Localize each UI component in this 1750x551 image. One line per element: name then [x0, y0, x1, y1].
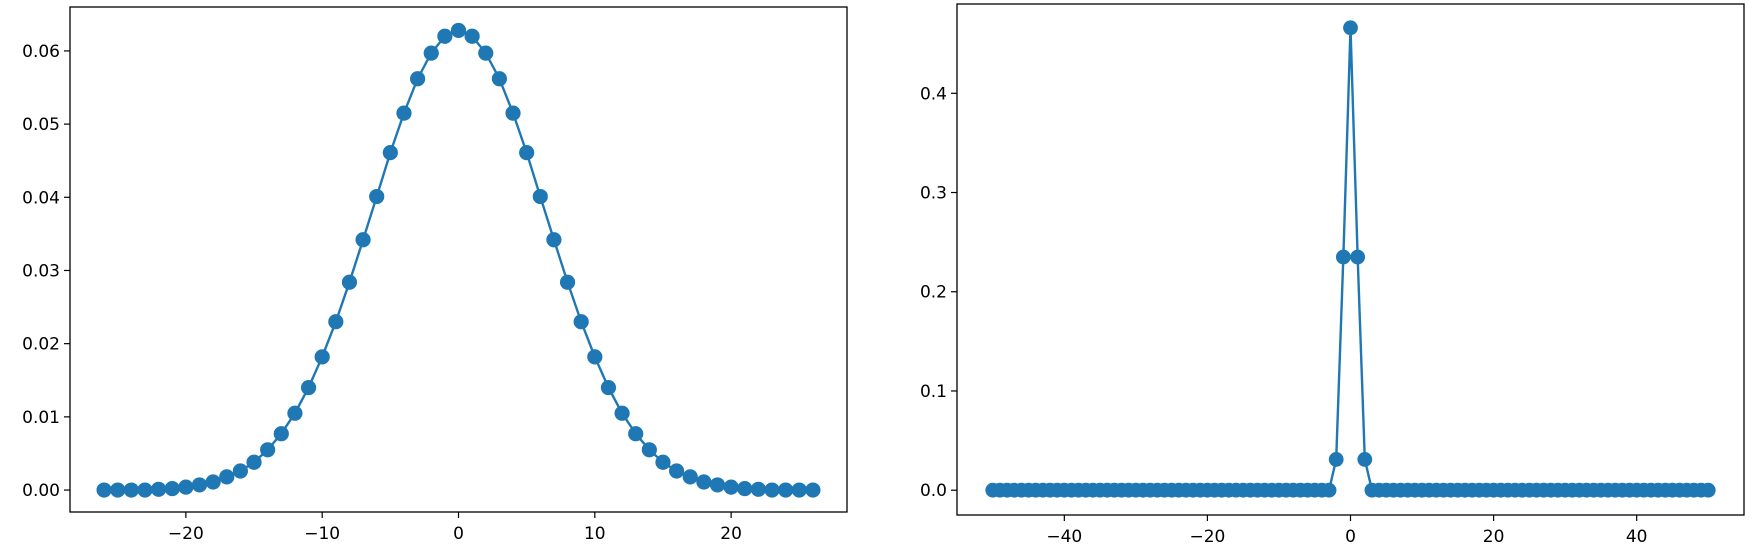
data-point: [205, 474, 221, 490]
data-point: [300, 379, 317, 396]
y-tick-label: 0.1: [920, 382, 947, 402]
data-point: [491, 71, 507, 87]
data-point: [287, 405, 303, 421]
data-point: [396, 105, 412, 121]
x-tick-label: −10: [304, 524, 340, 544]
data-point: [764, 482, 780, 498]
data-point: [382, 145, 398, 161]
data-point: [641, 442, 657, 458]
series-line: [992, 27, 1709, 492]
data-point: [628, 426, 644, 442]
y-tick-label: 0.00: [22, 481, 60, 501]
chart-left-gaussian: −20 −10 0 10 20 0.00 0.01 0.02 0.03 0.04 0.05 0.06: [22, 6, 848, 544]
data-point: [423, 45, 439, 61]
x-tick-label: 0: [1345, 527, 1356, 547]
data-point: [96, 482, 112, 498]
data-point: [600, 379, 617, 396]
data-point: [750, 481, 766, 497]
data-point: [246, 454, 262, 470]
data-point: [232, 463, 248, 479]
data-point: [655, 454, 671, 470]
data-point: [532, 188, 548, 205]
data-point: [709, 477, 726, 493]
data-point: [1335, 249, 1351, 265]
y-tick-label: 0.0: [920, 481, 947, 501]
data-point: [1343, 20, 1358, 36]
data-point: [573, 314, 589, 330]
x-tick-label: 20: [720, 524, 742, 544]
data-point: [682, 469, 698, 485]
data-point: [519, 145, 535, 161]
data-point: [805, 482, 821, 498]
data-point: [1700, 482, 1716, 498]
y-tick-label: 0.2: [920, 283, 947, 303]
y-tick-label: 0.02: [22, 335, 60, 355]
y-tick-label: 0.4: [920, 84, 947, 104]
data-point: [1321, 482, 1337, 498]
data-point: [437, 28, 453, 44]
data-point: [341, 274, 358, 290]
x-tick-label: 10: [584, 524, 606, 544]
data-point: [273, 426, 289, 442]
data-point: [164, 480, 180, 497]
axes-frame: [69, 6, 848, 513]
data-point: [260, 442, 276, 458]
data-point: [478, 45, 494, 61]
data-point: [669, 463, 685, 479]
data-point: [123, 482, 139, 498]
data-point: [791, 482, 807, 498]
axes-frame: [956, 3, 1745, 516]
data-point: [1357, 452, 1373, 467]
data-point: [151, 481, 167, 497]
series-line: [104, 29, 813, 492]
data-point: [464, 28, 480, 44]
data-point: [723, 479, 739, 495]
data-point: [737, 480, 753, 497]
data-point: [1328, 452, 1344, 467]
data-point: [587, 349, 603, 365]
data-point: [369, 188, 385, 205]
data-point: [696, 474, 712, 490]
y-tick-label: 0.01: [22, 408, 60, 428]
data-point: [1350, 249, 1366, 265]
data-point: [219, 469, 235, 485]
y-tick-label: 0.06: [22, 42, 60, 62]
x-tick-label: −40: [1046, 527, 1082, 547]
data-point: [505, 105, 521, 121]
data-point: [191, 477, 208, 493]
data-point: [410, 71, 426, 87]
y-tick-label: 0.03: [22, 261, 60, 281]
data-point: [355, 232, 371, 248]
data-point: [559, 274, 576, 290]
y-tick-label: 0.3: [920, 184, 947, 204]
data-point: [110, 482, 126, 498]
chart-right-peaked: −40 −20 0 20 40 0.0 0.1 0.2 0.3 0.4: [920, 3, 1745, 547]
data-point: [314, 349, 330, 365]
y-tick-label: 0.04: [22, 188, 60, 208]
data-point: [137, 482, 153, 498]
x-tick-label: 40: [1626, 527, 1648, 547]
y-tick-label: 0.05: [22, 115, 60, 135]
x-tick-label: 0: [453, 524, 464, 544]
x-tick-label: 20: [1483, 527, 1505, 547]
data-point: [614, 405, 630, 421]
x-tick-label: −20: [1189, 527, 1225, 547]
data-point: [778, 482, 794, 498]
data-point: [546, 232, 562, 248]
data-point: [328, 314, 344, 330]
data-point: [450, 22, 467, 39]
x-tick-label: −20: [168, 524, 204, 544]
data-point: [178, 479, 194, 495]
